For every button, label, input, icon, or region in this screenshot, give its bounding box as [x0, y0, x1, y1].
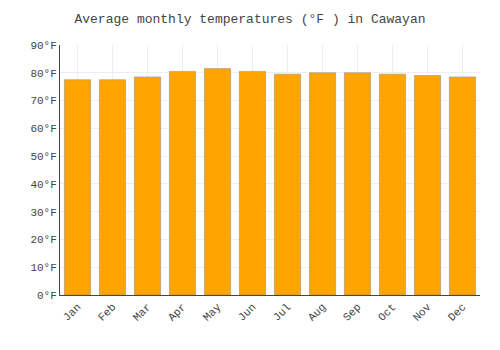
svg-text:20°F: 20°F: [30, 234, 56, 246]
svg-text:Aug: Aug: [306, 301, 328, 323]
svg-text:May: May: [201, 301, 224, 324]
svg-text:40°F: 40°F: [30, 179, 56, 191]
svg-text:10°F: 10°F: [30, 262, 56, 274]
svg-text:Average monthly temperatures (: Average monthly temperatures (°F ) in Ca…: [74, 12, 425, 27]
svg-text:Jun: Jun: [236, 301, 258, 323]
svg-text:90°F: 90°F: [30, 40, 56, 52]
svg-text:Apr: Apr: [166, 301, 188, 323]
svg-text:Mar: Mar: [131, 301, 153, 323]
svg-text:50°F: 50°F: [30, 151, 56, 163]
svg-text:Jul: Jul: [271, 301, 293, 323]
svg-text:Nov: Nov: [411, 301, 434, 324]
svg-text:Oct: Oct: [376, 301, 398, 323]
svg-text:Sep: Sep: [341, 301, 363, 323]
svg-text:30°F: 30°F: [30, 207, 56, 219]
svg-text:Feb: Feb: [96, 301, 118, 323]
svg-text:Dec: Dec: [446, 301, 468, 323]
svg-text:80°F: 80°F: [30, 68, 56, 80]
svg-text:0°F: 0°F: [37, 290, 57, 302]
svg-text:Jan: Jan: [61, 301, 83, 323]
svg-text:60°F: 60°F: [30, 123, 56, 135]
svg-text:70°F: 70°F: [30, 95, 56, 107]
